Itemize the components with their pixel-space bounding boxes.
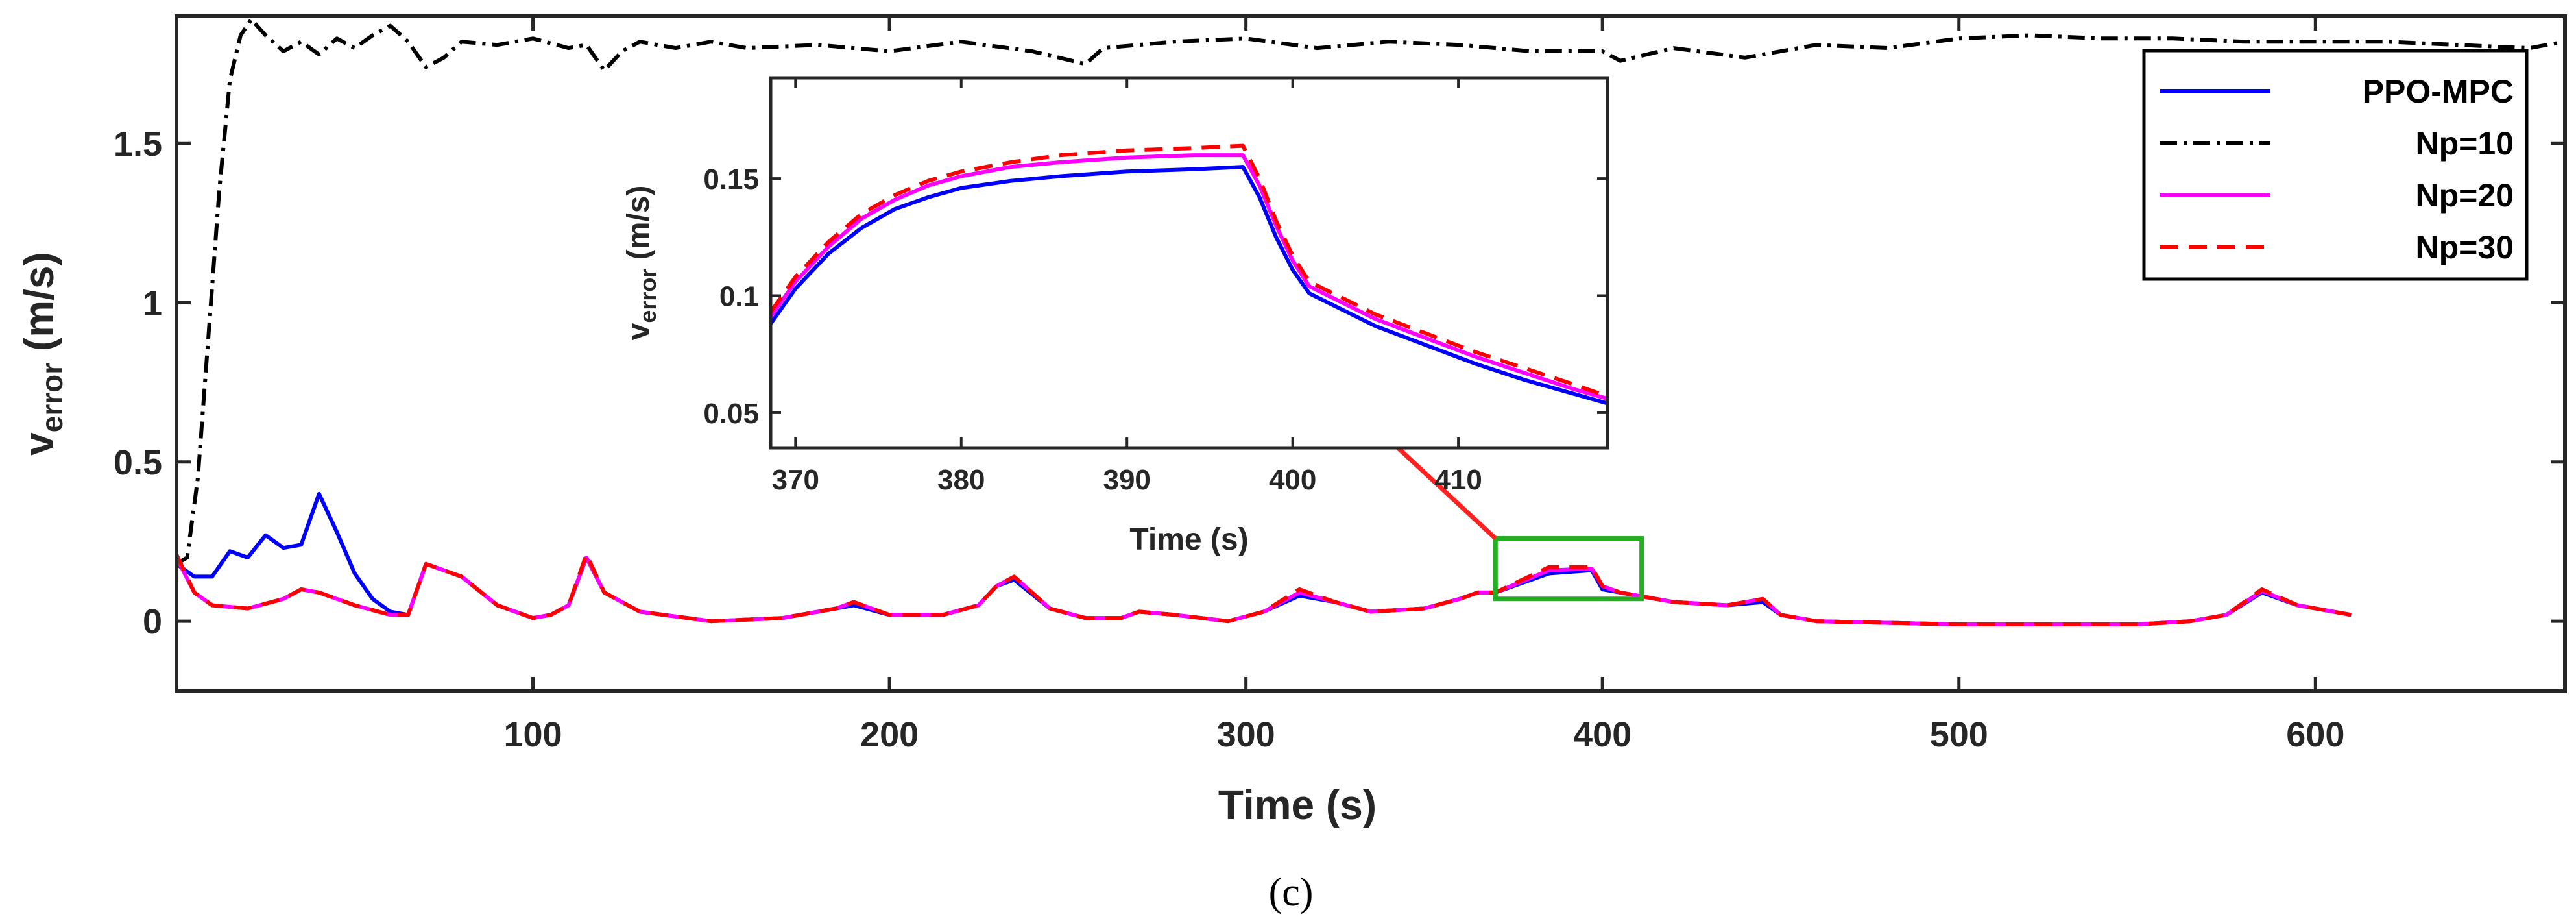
main-y-tick-label: 1 (143, 284, 162, 323)
main-x-axis-label: Time (s) (1218, 781, 1377, 828)
legend: PPO-MPC Np=10 Np=20 Np=30 (2142, 49, 2529, 281)
main-x-axis: 100 200 300 400 500 600 (503, 16, 2344, 754)
main-y-tick-label: 0.5 (114, 443, 162, 482)
inset-series-np-20 (771, 153, 1607, 401)
inset-series-np-30 (771, 143, 1607, 399)
inset-series-ppo-mpc (771, 165, 1607, 406)
main-x-tick-label: 500 (1930, 715, 1988, 754)
main-y-tick-label: 1.5 (114, 125, 162, 164)
main-y-axis-label: verror (m/s) (16, 252, 69, 456)
main-y-tick-label: 0 (143, 602, 162, 641)
inset-x-axis: 370 380 390 400 410 (772, 78, 1482, 496)
inset-y-tick-label: 0.1 (719, 281, 759, 313)
main-y-label-subscript: error (35, 363, 69, 432)
main-series-np-30 (176, 552, 2352, 626)
main-x-tick-label: 300 (1217, 715, 1275, 754)
inset-y-tick-label: 0.05 (703, 398, 759, 430)
main-y-label-unit: (m/s) (16, 252, 62, 363)
inset-x-tick-label: 410 (1434, 464, 1482, 496)
inset-x-tick-label: 370 (772, 464, 819, 496)
zoom-region-box (1493, 536, 1644, 602)
inset-y-axis-label: verror (m/s) (621, 186, 661, 341)
main-y-axis: 0 0.5 1 1.5 (114, 125, 2565, 641)
main-x-tick-label: 100 (503, 715, 562, 754)
main-x-tick-label: 200 (860, 715, 919, 754)
main-series-group (176, 17, 2565, 626)
legend-label: Np=30 (2416, 229, 2514, 265)
main-x-tick-label: 600 (2286, 715, 2344, 754)
inset-series-group (771, 143, 1607, 406)
legend-label: PPO-MPC (2363, 73, 2514, 110)
legend-box (2142, 49, 2529, 281)
main-series-np-10 (176, 17, 2565, 566)
legend-label: Np=20 (2416, 177, 2514, 214)
inset-plot: 370 380 390 400 410 0.05 0.1 0.15 Time (s) ver… (621, 76, 1609, 557)
inset-plot-frame (769, 76, 1609, 450)
inset-y-label-unit: (m/s) (621, 186, 656, 269)
inset-y-tick-label: 0.15 (703, 164, 759, 195)
main-x-tick-label: 400 (1573, 715, 1631, 754)
inset-x-tick-label: 400 (1269, 464, 1316, 496)
inset-y-label-subscript: error (634, 269, 661, 323)
inset-y-axis: 0.05 0.1 0.15 (703, 164, 1607, 430)
figure-caption: (c) (1269, 870, 1314, 915)
inset-x-tick-label: 390 (1103, 464, 1150, 496)
inset-x-axis-label: Time (s) (1129, 522, 1248, 557)
inset-x-tick-label: 380 (937, 464, 985, 496)
legend-label: Np=10 (2416, 125, 2514, 162)
inset-plot-background (771, 78, 1607, 448)
main-y-label-base: v (16, 432, 62, 456)
main-plot-frame (175, 14, 2567, 693)
inset-y-label-base: v (621, 323, 656, 340)
